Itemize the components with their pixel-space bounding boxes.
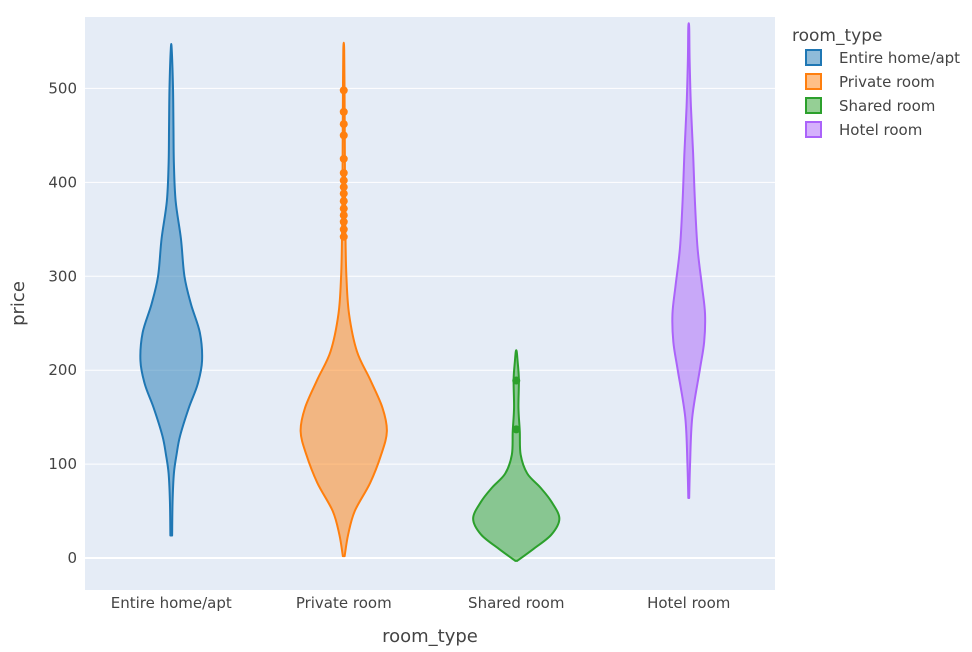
legend-swatch <box>805 97 822 114</box>
outlier-point[interactable] <box>339 183 348 192</box>
legend-item[interactable]: Entire home/apt <box>805 49 960 67</box>
legend-swatch <box>805 49 822 66</box>
outlier-point[interactable] <box>339 211 348 220</box>
x-tick-label: Private room <box>296 594 392 612</box>
y-tick-labels: 0 100 200 300 400 500 <box>48 79 77 567</box>
violin-hotel-room[interactable] <box>671 22 707 499</box>
legend-item[interactable]: Hotel room <box>805 121 922 139</box>
outlier-point[interactable] <box>339 204 348 213</box>
legend-item[interactable]: Private room <box>805 73 935 91</box>
legend-item[interactable]: Shared room <box>805 97 935 115</box>
outlier-point[interactable] <box>339 120 348 129</box>
outlier-point[interactable] <box>339 176 348 185</box>
outlier-point[interactable] <box>339 107 348 116</box>
x-tick-label: Shared room <box>468 594 564 612</box>
y-axis-title: price <box>8 281 29 326</box>
x-tick-label: Hotel room <box>647 594 730 612</box>
outlier-point[interactable] <box>339 225 348 234</box>
x-tick-labels: Entire home/apt Private room Shared room Ho… <box>111 594 731 612</box>
x-axis-title: room_type <box>382 626 478 647</box>
y-tick-label: 400 <box>48 173 77 191</box>
outlier-point[interactable] <box>339 86 348 95</box>
legend-swatch <box>805 73 822 90</box>
y-tick-label: 500 <box>48 79 77 97</box>
outlier-point[interactable] <box>339 131 348 140</box>
legend-title: room_type <box>792 26 882 46</box>
y-tick-label: 100 <box>48 455 77 473</box>
plot-area <box>85 17 775 590</box>
legend-label: Hotel room <box>839 121 922 139</box>
y-tick-label: 300 <box>48 267 77 285</box>
violin-entire-home-apt[interactable] <box>139 43 204 537</box>
outlier-point[interactable] <box>512 376 521 385</box>
y-tick-label: 200 <box>48 361 77 379</box>
outlier-point[interactable] <box>339 168 348 177</box>
outlier-point[interactable] <box>339 197 348 206</box>
legend-label: Entire home/apt <box>839 49 960 67</box>
x-tick-label: Entire home/apt <box>111 594 232 612</box>
y-tick-label: 0 <box>67 549 77 567</box>
legend-swatch <box>805 121 822 138</box>
outlier-point[interactable] <box>339 189 348 198</box>
outlier-point[interactable] <box>512 425 521 434</box>
legend-label: Shared room <box>839 97 935 115</box>
violin-private-room[interactable] <box>299 41 388 558</box>
legend[interactable]: room_type Entire home/apt Private room Sha… <box>792 26 960 139</box>
outlier-point[interactable] <box>339 154 348 163</box>
legend-label: Private room <box>839 73 935 91</box>
outlier-point[interactable] <box>339 232 348 241</box>
violin-shared-room[interactable] <box>472 349 561 562</box>
outlier-point[interactable] <box>339 217 348 226</box>
violin-series-group <box>139 22 707 562</box>
